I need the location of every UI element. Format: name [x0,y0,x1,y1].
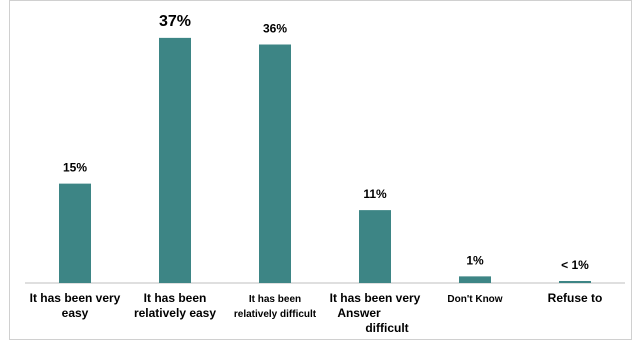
bar-5 [459,276,491,283]
data-label-6: < 1% [561,258,589,272]
data-labels-group: 15% 37% 36% 11% 1% < 1% [63,13,589,272]
category-label-1-line-1: It has been very [30,291,121,305]
category-label-5-line-1: Don't Know [447,294,502,305]
category-label-2-line-2: relatively easy [134,306,216,320]
data-label-3: 36% [263,22,287,36]
bar-1 [59,183,91,283]
data-label-1: 15% [63,161,87,175]
category-label-4-line-3: difficult [365,321,408,335]
bar-6 [559,281,591,283]
bar-3 [259,44,291,283]
category-label-4-line-1: It has been very [330,291,421,305]
category-label-6-line-1: Refuse to [548,291,603,305]
data-label-4: 11% [363,187,387,201]
data-label-2: 37% [159,13,191,30]
bar-4 [359,210,391,283]
bar-2 [159,37,191,283]
bars-group [59,37,591,283]
category-label-1-line-2: easy [62,306,89,320]
category-label-3-line-2: relatively difficult [234,309,317,320]
category-label-2-line-1: It has been [144,291,207,305]
category-label-4-line-2: Answer [337,306,381,320]
category-label-3-line-1: It has been [249,294,301,305]
data-label-5: 1% [466,253,484,267]
